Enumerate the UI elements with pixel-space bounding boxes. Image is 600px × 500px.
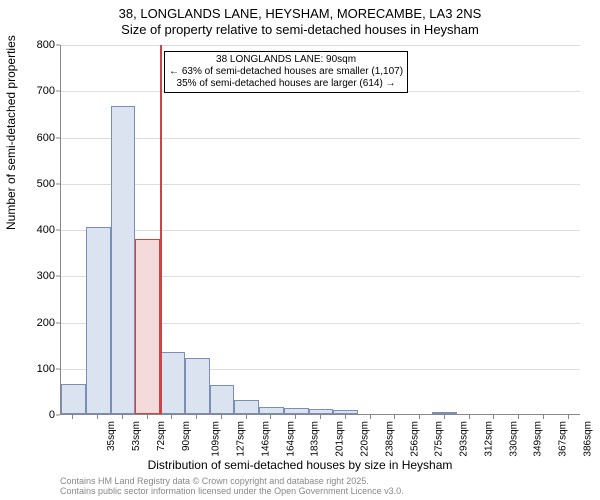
x-tick-label: 164sqm	[285, 421, 296, 457]
annotation-line1: 38 LONGLANDS LANE: 90sqm	[169, 54, 403, 66]
x-tick-mark	[469, 415, 470, 419]
x-tick-mark	[493, 415, 494, 419]
x-tick-label: 127sqm	[236, 421, 247, 457]
x-tick-mark	[419, 415, 420, 419]
highlight-marker-line	[160, 45, 162, 414]
gridline	[61, 230, 580, 231]
x-tick-mark	[221, 415, 222, 419]
y-tick-mark	[56, 45, 60, 46]
x-tick-label: 146sqm	[261, 421, 272, 457]
x-tick-label: 275sqm	[434, 421, 445, 457]
x-tick-mark	[122, 415, 123, 419]
x-tick-mark	[518, 415, 519, 419]
x-tick-label: 256sqm	[409, 421, 420, 457]
plot-area: 38 LONGLANDS LANE: 90sqm← 63% of semi-de…	[60, 45, 580, 415]
y-tick-mark	[56, 137, 60, 138]
x-tick-mark	[171, 415, 172, 419]
x-tick-label: 312sqm	[483, 421, 494, 457]
y-tick-label: 800	[15, 39, 55, 51]
x-tick-mark	[270, 415, 271, 419]
annotation-line3: 35% of semi-detached houses are larger (…	[169, 78, 403, 90]
chart-title-line2: Size of property relative to semi-detach…	[0, 22, 600, 37]
chart-container: 38, LONGLANDS LANE, HEYSHAM, MORECAMBE, …	[0, 0, 600, 500]
bar-highlight	[135, 239, 160, 414]
x-tick-label: 349sqm	[533, 421, 544, 457]
x-tick-label: 220sqm	[360, 421, 371, 457]
x-tick-label: 72sqm	[156, 421, 167, 451]
bar	[61, 384, 86, 414]
y-tick-label: 700	[15, 85, 55, 97]
bar	[259, 407, 284, 414]
y-tick-label: 600	[15, 132, 55, 144]
x-tick-mark	[543, 415, 544, 419]
y-tick-mark	[56, 230, 60, 231]
attribution-line1: Contains HM Land Registry data © Crown c…	[60, 476, 404, 486]
bar	[309, 409, 334, 414]
y-tick-label: 400	[15, 224, 55, 236]
x-axis-label: Distribution of semi-detached houses by …	[0, 458, 600, 472]
x-tick-label: 330sqm	[508, 421, 519, 457]
x-tick-mark	[97, 415, 98, 419]
y-tick-mark	[56, 276, 60, 277]
annotation-line2: ← 63% of semi-detached houses are smalle…	[169, 66, 403, 78]
chart-title-line1: 38, LONGLANDS LANE, HEYSHAM, MORECAMBE, …	[0, 6, 600, 21]
y-tick-mark	[56, 91, 60, 92]
x-tick-mark	[147, 415, 148, 419]
x-tick-mark	[295, 415, 296, 419]
x-tick-label: 35sqm	[106, 421, 117, 451]
gridline	[61, 184, 580, 185]
x-tick-label: 201sqm	[335, 421, 346, 457]
annotation-box: 38 LONGLANDS LANE: 90sqm← 63% of semi-de…	[164, 51, 408, 93]
x-tick-mark	[72, 415, 73, 419]
x-tick-mark	[370, 415, 371, 419]
x-tick-label: 367sqm	[558, 421, 569, 457]
bar	[333, 410, 358, 414]
x-tick-mark	[444, 415, 445, 419]
attribution-line2: Contains public sector information licen…	[60, 486, 404, 496]
x-tick-label: 386sqm	[582, 421, 593, 457]
y-tick-mark	[56, 368, 60, 369]
y-tick-label: 300	[15, 270, 55, 282]
y-tick-mark	[56, 415, 60, 416]
x-tick-label: 238sqm	[384, 421, 395, 457]
bar	[185, 358, 210, 414]
x-tick-label: 293sqm	[459, 421, 470, 457]
x-tick-mark	[345, 415, 346, 419]
x-tick-mark	[246, 415, 247, 419]
gridline	[61, 45, 580, 46]
bar	[284, 408, 309, 414]
y-tick-mark	[56, 183, 60, 184]
x-tick-label: 53sqm	[131, 421, 142, 451]
y-tick-label: 500	[15, 178, 55, 190]
y-tick-mark	[56, 322, 60, 323]
x-tick-mark	[394, 415, 395, 419]
bar	[234, 400, 259, 414]
bar	[432, 412, 457, 414]
bar	[160, 352, 185, 414]
bar	[86, 227, 111, 414]
y-tick-label: 0	[15, 409, 55, 421]
y-tick-label: 200	[15, 317, 55, 329]
x-tick-label: 90sqm	[181, 421, 192, 451]
bar	[210, 385, 235, 414]
x-tick-label: 109sqm	[211, 421, 222, 457]
x-tick-mark	[196, 415, 197, 419]
attribution-text: Contains HM Land Registry data © Crown c…	[60, 476, 404, 496]
x-tick-label: 183sqm	[310, 421, 321, 457]
x-tick-mark	[568, 415, 569, 419]
y-tick-label: 100	[15, 363, 55, 375]
bar	[111, 106, 136, 414]
x-tick-mark	[320, 415, 321, 419]
gridline	[61, 138, 580, 139]
